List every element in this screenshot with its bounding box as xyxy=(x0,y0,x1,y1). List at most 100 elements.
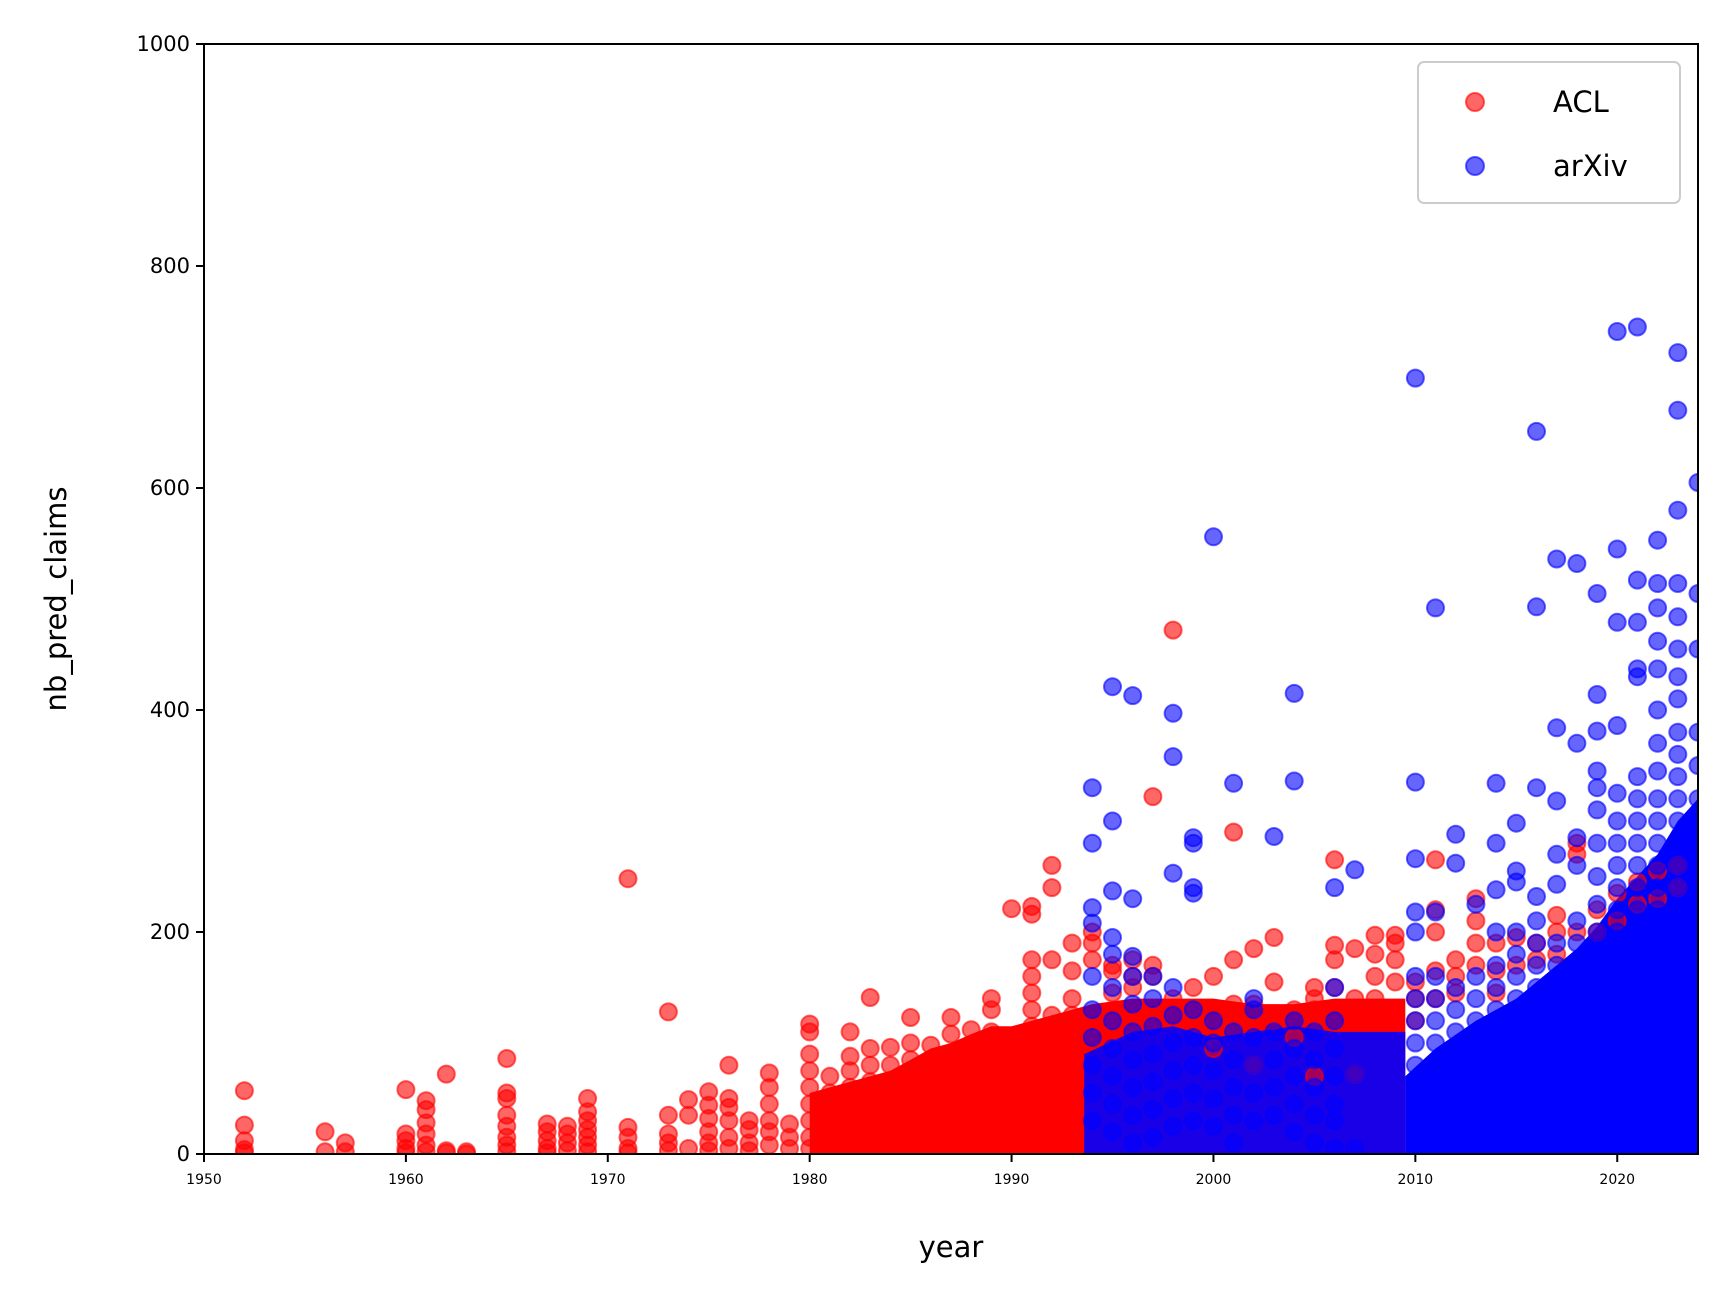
data-point-arxiv xyxy=(1325,1039,1345,1058)
legend-marker-acl xyxy=(1465,92,1485,112)
data-point-arxiv xyxy=(1506,1122,1526,1142)
data-point-arxiv xyxy=(1527,1000,1546,1020)
data-point-arxiv xyxy=(1587,894,1607,914)
data-point-acl xyxy=(658,1141,678,1154)
data-point-arxiv xyxy=(1607,612,1627,632)
data-point-acl xyxy=(234,1115,254,1135)
data-point-arxiv xyxy=(1688,756,1698,775)
data-point-acl xyxy=(880,1139,900,1154)
data-point-arxiv xyxy=(1688,811,1698,831)
data-point-arxiv xyxy=(1486,1111,1506,1131)
data-point-arxiv xyxy=(1627,667,1647,687)
data-point-arxiv xyxy=(1668,689,1688,709)
data-point-acl xyxy=(880,1089,900,1108)
data-point-acl xyxy=(860,1089,880,1108)
data-point-arxiv xyxy=(1688,966,1698,986)
data-point-arxiv xyxy=(1224,1050,1244,1070)
data-point-arxiv xyxy=(1103,1039,1122,1058)
data-point-acl xyxy=(1062,1122,1082,1142)
data-point-arxiv xyxy=(1688,833,1698,853)
data-point-arxiv xyxy=(1527,1133,1546,1153)
data-point-arxiv xyxy=(1668,944,1688,964)
data-point-arxiv xyxy=(1648,1122,1668,1142)
data-point-arxiv xyxy=(1466,894,1486,914)
data-point-arxiv xyxy=(1607,833,1627,853)
data-point-arxiv xyxy=(1304,1105,1324,1125)
y-tick-label: 200 xyxy=(150,920,190,944)
data-point-acl xyxy=(497,1142,517,1154)
data-point-acl xyxy=(1042,1005,1062,1025)
data-point-acl xyxy=(1385,950,1405,970)
data-point-arxiv xyxy=(1103,928,1122,947)
data-point-arxiv xyxy=(1668,1122,1688,1142)
data-point-acl xyxy=(1385,933,1405,953)
data-point-arxiv xyxy=(1627,811,1647,831)
data-point-arxiv xyxy=(1103,677,1122,697)
data-point-arxiv xyxy=(1486,922,1506,942)
data-point-arxiv xyxy=(1405,368,1425,388)
data-point-acl xyxy=(941,1094,961,1114)
data-point-arxiv xyxy=(1103,1094,1122,1114)
data-point-arxiv xyxy=(1264,1105,1284,1125)
data-point-arxiv xyxy=(1204,1089,1223,1108)
data-point-acl xyxy=(981,1122,1001,1142)
data-point-arxiv xyxy=(1627,989,1647,1009)
data-point-acl xyxy=(234,1081,254,1101)
data-point-acl xyxy=(961,1105,981,1125)
data-point-arxiv xyxy=(1567,978,1587,997)
data-point-arxiv xyxy=(1244,1111,1264,1131)
data-point-arxiv xyxy=(1648,631,1668,651)
data-point-arxiv xyxy=(1668,574,1688,593)
data-point-arxiv xyxy=(1688,1055,1698,1075)
data-point-arxiv xyxy=(1163,747,1183,767)
data-point-arxiv xyxy=(1547,1000,1567,1020)
data-point-acl xyxy=(1022,1100,1042,1120)
data-point-acl xyxy=(719,1055,739,1075)
data-point-acl xyxy=(1022,966,1042,986)
plot-frame xyxy=(203,43,1699,1155)
data-point-arxiv xyxy=(1345,1064,1365,1084)
data-point-acl xyxy=(1042,1039,1062,1058)
data-point-arxiv xyxy=(1466,1055,1486,1075)
data-point-acl xyxy=(1022,904,1042,924)
data-point-arxiv xyxy=(1486,1022,1506,1042)
data-point-arxiv xyxy=(1627,900,1647,920)
data-point-acl xyxy=(315,1122,335,1142)
data-point-acl xyxy=(1547,905,1567,925)
data-point-arxiv xyxy=(1688,989,1698,1009)
data-point-acl xyxy=(961,1089,981,1108)
data-point-arxiv xyxy=(1123,1133,1143,1153)
data-point-arxiv xyxy=(1405,1055,1425,1075)
data-point-arxiv xyxy=(1446,1022,1466,1042)
y-axis-ticks: 0 200 400 600 800 1000 xyxy=(137,32,204,1166)
data-point-acl xyxy=(759,1135,779,1154)
data-point-arxiv xyxy=(1688,584,1698,603)
data-point-acl xyxy=(820,1083,840,1103)
data-point-arxiv xyxy=(1648,900,1668,920)
data-point-acl xyxy=(800,1077,820,1097)
data-point-arxiv xyxy=(1607,1100,1627,1120)
data-point-arxiv xyxy=(1123,889,1143,909)
data-point-acl xyxy=(921,1116,941,1136)
data-point-arxiv xyxy=(1648,922,1668,942)
series-arxiv xyxy=(1082,317,1698,1154)
data-point-acl xyxy=(901,1008,921,1027)
data-point-arxiv xyxy=(1627,1055,1647,1075)
data-point-acl xyxy=(1042,1022,1062,1042)
data-point-arxiv xyxy=(1163,1005,1183,1025)
data-point-arxiv xyxy=(1486,773,1506,793)
data-point-acl xyxy=(1002,899,1022,919)
data-point-acl xyxy=(1365,989,1385,1009)
data-point-acl xyxy=(739,1141,759,1154)
data-point-arxiv xyxy=(1668,1077,1688,1097)
data-point-arxiv xyxy=(1648,811,1668,831)
data-point-acl xyxy=(961,1139,981,1154)
data-point-acl xyxy=(1426,850,1445,870)
data-point-acl xyxy=(1183,978,1203,997)
data-point-arxiv xyxy=(1143,1127,1163,1147)
data-point-arxiv xyxy=(1183,1111,1203,1131)
data-point-acl xyxy=(679,1139,698,1154)
data-point-arxiv xyxy=(1082,966,1102,986)
y-tick-label: 400 xyxy=(150,698,190,722)
data-point-arxiv xyxy=(1567,1044,1587,1064)
